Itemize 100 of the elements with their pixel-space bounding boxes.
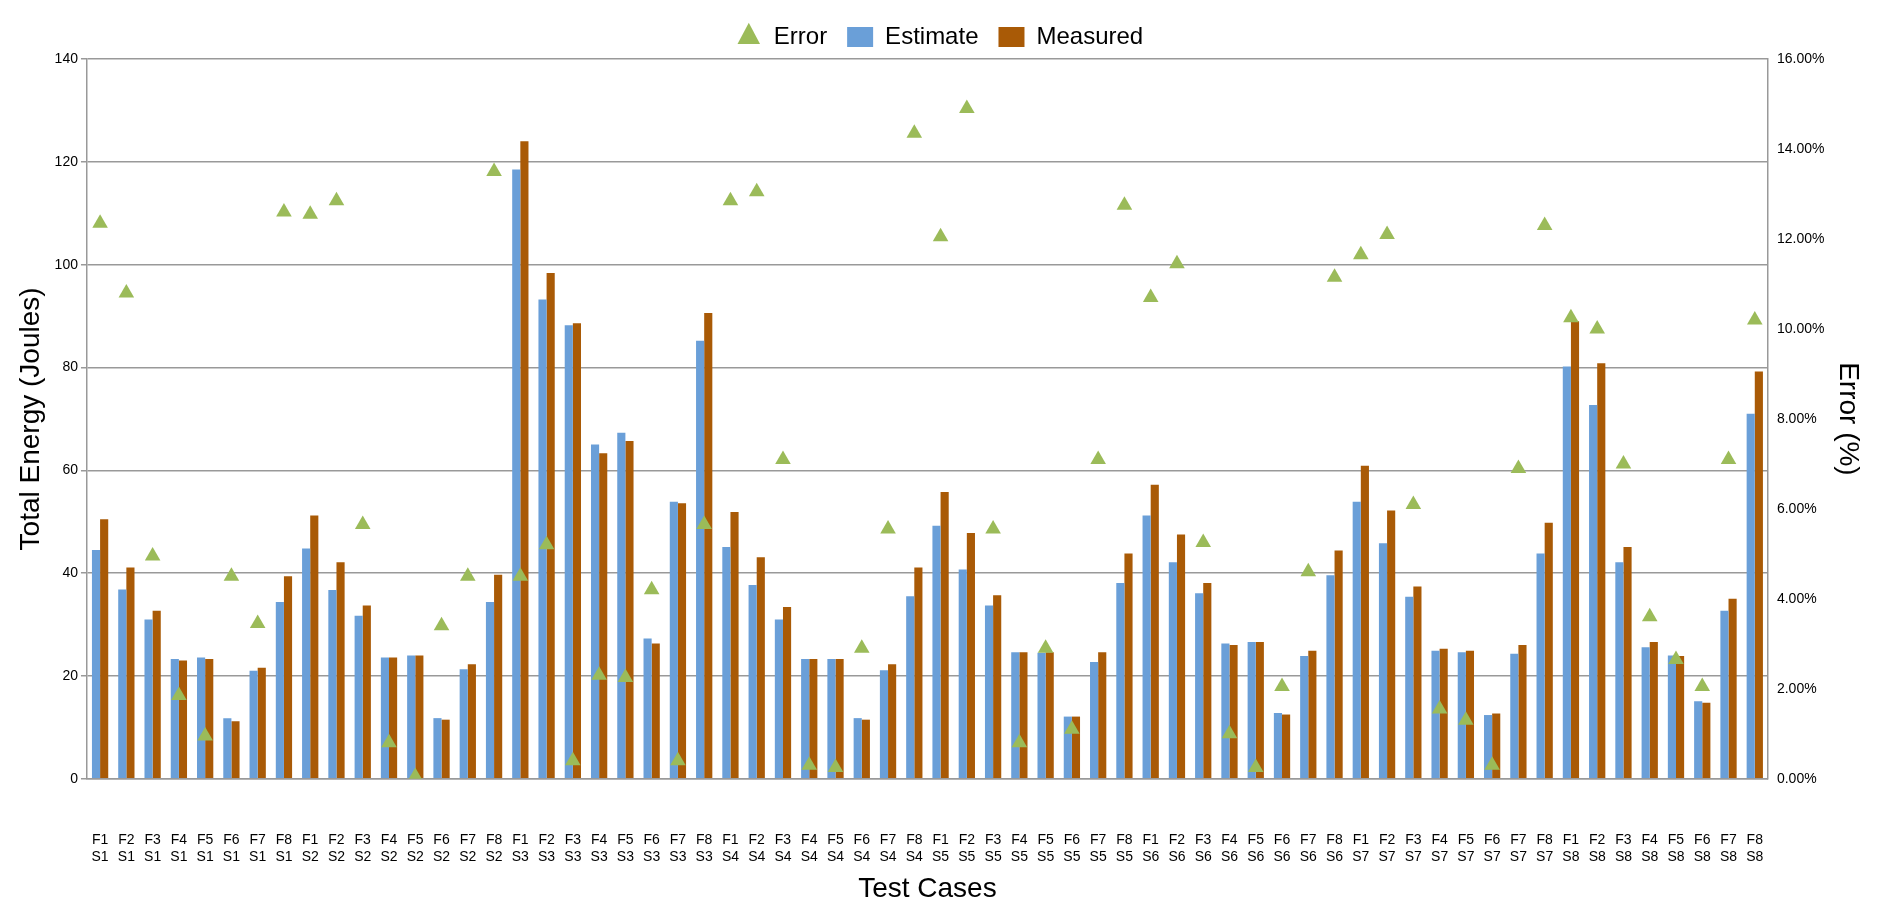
x-tick-label: F7 S4: [879, 831, 897, 864]
y2-tick-label: 12.00%: [1776, 229, 1825, 246]
x-tick-label: F5 S1: [196, 831, 214, 864]
bar: [1754, 371, 1763, 779]
x-tick-label: F1 S3: [511, 831, 530, 864]
bar: [1124, 553, 1133, 779]
bar: [958, 569, 967, 779]
bar: [1116, 582, 1125, 779]
y2-tick-label: 14.00%: [1776, 139, 1825, 156]
bar: [914, 567, 923, 779]
bar: [1589, 405, 1598, 779]
bar: [1720, 610, 1729, 779]
bar: [354, 615, 363, 779]
bar: [1562, 366, 1571, 779]
x-tick-label: F6 S8: [1693, 831, 1712, 864]
x-tick-label: F5 S3: [616, 831, 635, 864]
x-tick-label: F7 S6: [1299, 831, 1318, 864]
x-tick-label: F2 S5: [958, 831, 976, 864]
bar: [1623, 546, 1632, 779]
x-tick-label: F7 S5: [1089, 831, 1107, 864]
x-tick-label: F1 S7: [1352, 831, 1370, 864]
x-tick-label: F6 S1: [222, 831, 241, 864]
bar: [1098, 652, 1107, 779]
x-tick-label: F4 S3: [590, 831, 608, 864]
x-tick-label: F5 S6: [1247, 831, 1265, 864]
y-tick-label: 100: [54, 255, 79, 272]
bar: [283, 576, 293, 779]
x-tick-label: F3 S1: [144, 831, 162, 864]
bar: [984, 605, 994, 779]
bar: [651, 643, 660, 779]
bar: [441, 719, 450, 779]
x-tick-label: F2 S2: [327, 831, 346, 864]
x-tick-label: F8 S3: [695, 831, 713, 864]
x-tick-label: F8 S8: [1746, 831, 1764, 864]
bar: [1746, 413, 1755, 779]
y-tick-label: 140: [54, 49, 79, 66]
y2-tick-label: 0.00%: [1776, 769, 1817, 786]
bar: [1536, 553, 1545, 779]
x-tick-label: F7 S3: [669, 831, 687, 864]
x-tick-label: F1 S5: [932, 831, 950, 864]
y-tick-label: 20: [62, 666, 79, 683]
x-tick-label: F8 S4: [905, 831, 924, 864]
x-tick-label: F2 S6: [1168, 831, 1186, 864]
bar: [1203, 582, 1212, 779]
bar: [1413, 586, 1422, 779]
y2-tick-label: 16.00%: [1776, 49, 1825, 66]
bar: [433, 718, 442, 779]
x-tick-label: F3 S7: [1404, 831, 1423, 864]
bar: [118, 589, 127, 779]
bar: [993, 595, 1002, 779]
x-tick-label: F8 S2: [485, 831, 503, 864]
x-tick-label: F5 S5: [1037, 831, 1055, 864]
bar: [231, 721, 240, 779]
x-tick-label: F6 S4: [853, 831, 871, 864]
y-tick-label: 0: [70, 769, 79, 786]
x-tick-label: F7 S2: [459, 831, 477, 864]
bar: [1300, 655, 1309, 779]
bar: [1728, 598, 1737, 779]
bar: [1597, 363, 1606, 779]
bar: [257, 667, 266, 779]
y-tick-label: 60: [62, 461, 79, 478]
bar: [774, 619, 783, 779]
y2-tick-label: 2.00%: [1776, 679, 1817, 696]
bar: [485, 601, 495, 779]
x-tick-label: F3 S5: [984, 831, 1002, 864]
x-tick-label: F6 S7: [1483, 831, 1501, 864]
bar: [1150, 484, 1159, 779]
x-tick-label: F7 S1: [249, 831, 267, 864]
y2-tick-label: 6.00%: [1776, 499, 1817, 516]
bar: [1090, 662, 1099, 779]
bar: [940, 491, 949, 779]
bar: [932, 525, 941, 779]
legend-label: Error: [773, 21, 828, 49]
bar: [1615, 562, 1624, 779]
bar: [1176, 534, 1186, 779]
x-tick-label: F1 S1: [91, 831, 109, 864]
x-tick-label: F8 S7: [1536, 831, 1554, 864]
x-tick-label: F6 S2: [432, 831, 451, 864]
x-tick-label: F3 S4: [774, 831, 792, 864]
x-tick-label: F5 S8: [1667, 831, 1685, 864]
bar: [1544, 522, 1553, 779]
bar: [1360, 465, 1369, 779]
y-axis-title: Total Energy (Joules): [13, 287, 45, 551]
bar: [906, 596, 915, 779]
x-tick-label: F5 S4: [826, 831, 845, 864]
bar: [249, 670, 258, 779]
x-tick-label: F2 S1: [117, 831, 136, 864]
x-tick-label: F8 S1: [275, 831, 293, 864]
bar: [1641, 647, 1650, 779]
x-axis-title: Test Cases: [858, 871, 997, 903]
x-tick-label: F7 S7: [1509, 831, 1528, 864]
x-tick-label: F4 S7: [1431, 831, 1449, 864]
bar: [362, 605, 371, 779]
bar: [328, 590, 337, 779]
x-tick-label: F2 S7: [1378, 831, 1396, 864]
bar: [1352, 501, 1361, 779]
bar: [223, 718, 232, 779]
bar: [1273, 712, 1283, 779]
bar: [879, 670, 889, 779]
bar: [494, 574, 503, 779]
